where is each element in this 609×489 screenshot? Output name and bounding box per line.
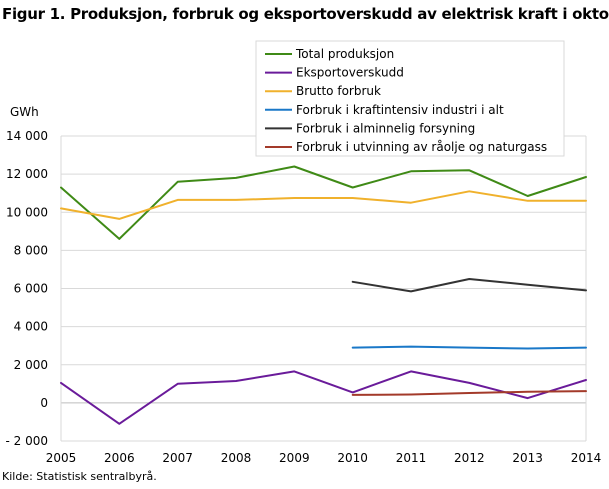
y-axis-label: GWh bbox=[10, 105, 39, 119]
x-tick-label: 2014 bbox=[571, 451, 602, 465]
legend-label: Forbruk i alminnelig forsyning bbox=[296, 121, 475, 135]
x-tick-labels: 2005 2006 2007 2008 2009 2010 2011 2012 2013 2014 bbox=[46, 451, 602, 465]
x-tick-label: 2013 bbox=[512, 451, 543, 465]
legend-label: Forbruk i kraftintensiv industri i alt bbox=[296, 103, 504, 117]
x-tick-label: 2005 bbox=[46, 451, 77, 465]
x-tick-label: 2011 bbox=[396, 451, 427, 465]
series-lines bbox=[60, 165, 587, 425]
legend-box bbox=[255, 40, 565, 157]
chart-title: Figur 1. Produksjon, forbruk og eksporto… bbox=[2, 5, 609, 23]
series-line bbox=[60, 165, 587, 240]
series-line bbox=[60, 370, 587, 425]
legend-label: Total produksjon bbox=[295, 47, 394, 61]
source-note: Kilde: Statistisk sentralbyrå. bbox=[2, 470, 157, 483]
y-tick-labels: - 2 000 0 2 000 4 000 6 000 8 000 10 000 12 000… bbox=[6, 129, 49, 448]
legend-label: Brutto forbruk bbox=[296, 84, 381, 98]
x-tick-label: 2006 bbox=[104, 451, 135, 465]
y-tick-label: 12 000 bbox=[6, 167, 48, 181]
x-tick-label: 2008 bbox=[221, 451, 252, 465]
series-line bbox=[351, 390, 587, 396]
x-tick-label: 2012 bbox=[454, 451, 485, 465]
series-line bbox=[351, 345, 587, 350]
x-tick-label: 2010 bbox=[337, 451, 368, 465]
gridlines bbox=[60, 135, 587, 442]
y-tick-label: 4 000 bbox=[14, 320, 48, 334]
legend-label: Eksportoverskudd bbox=[296, 66, 404, 80]
y-tick-label: 6 000 bbox=[14, 282, 48, 296]
y-tick-label: 2 000 bbox=[14, 358, 48, 372]
x-tick-label: 2007 bbox=[162, 451, 193, 465]
x-tick-label: 2009 bbox=[279, 451, 310, 465]
y-tick-label: 8 000 bbox=[14, 243, 48, 257]
y-tick-label: 10 000 bbox=[6, 205, 48, 219]
y-tick-label: - 2 000 bbox=[6, 434, 49, 448]
series-line bbox=[60, 190, 587, 220]
legend: Total produksjon Eksportoverskudd Brutto f… bbox=[255, 40, 565, 157]
legend-label: Forbruk i utvinning av råolje og naturga… bbox=[296, 140, 547, 154]
y-tick-label: 14 000 bbox=[6, 129, 48, 143]
series-line bbox=[351, 278, 587, 293]
y-tick-label: 0 bbox=[40, 396, 48, 410]
